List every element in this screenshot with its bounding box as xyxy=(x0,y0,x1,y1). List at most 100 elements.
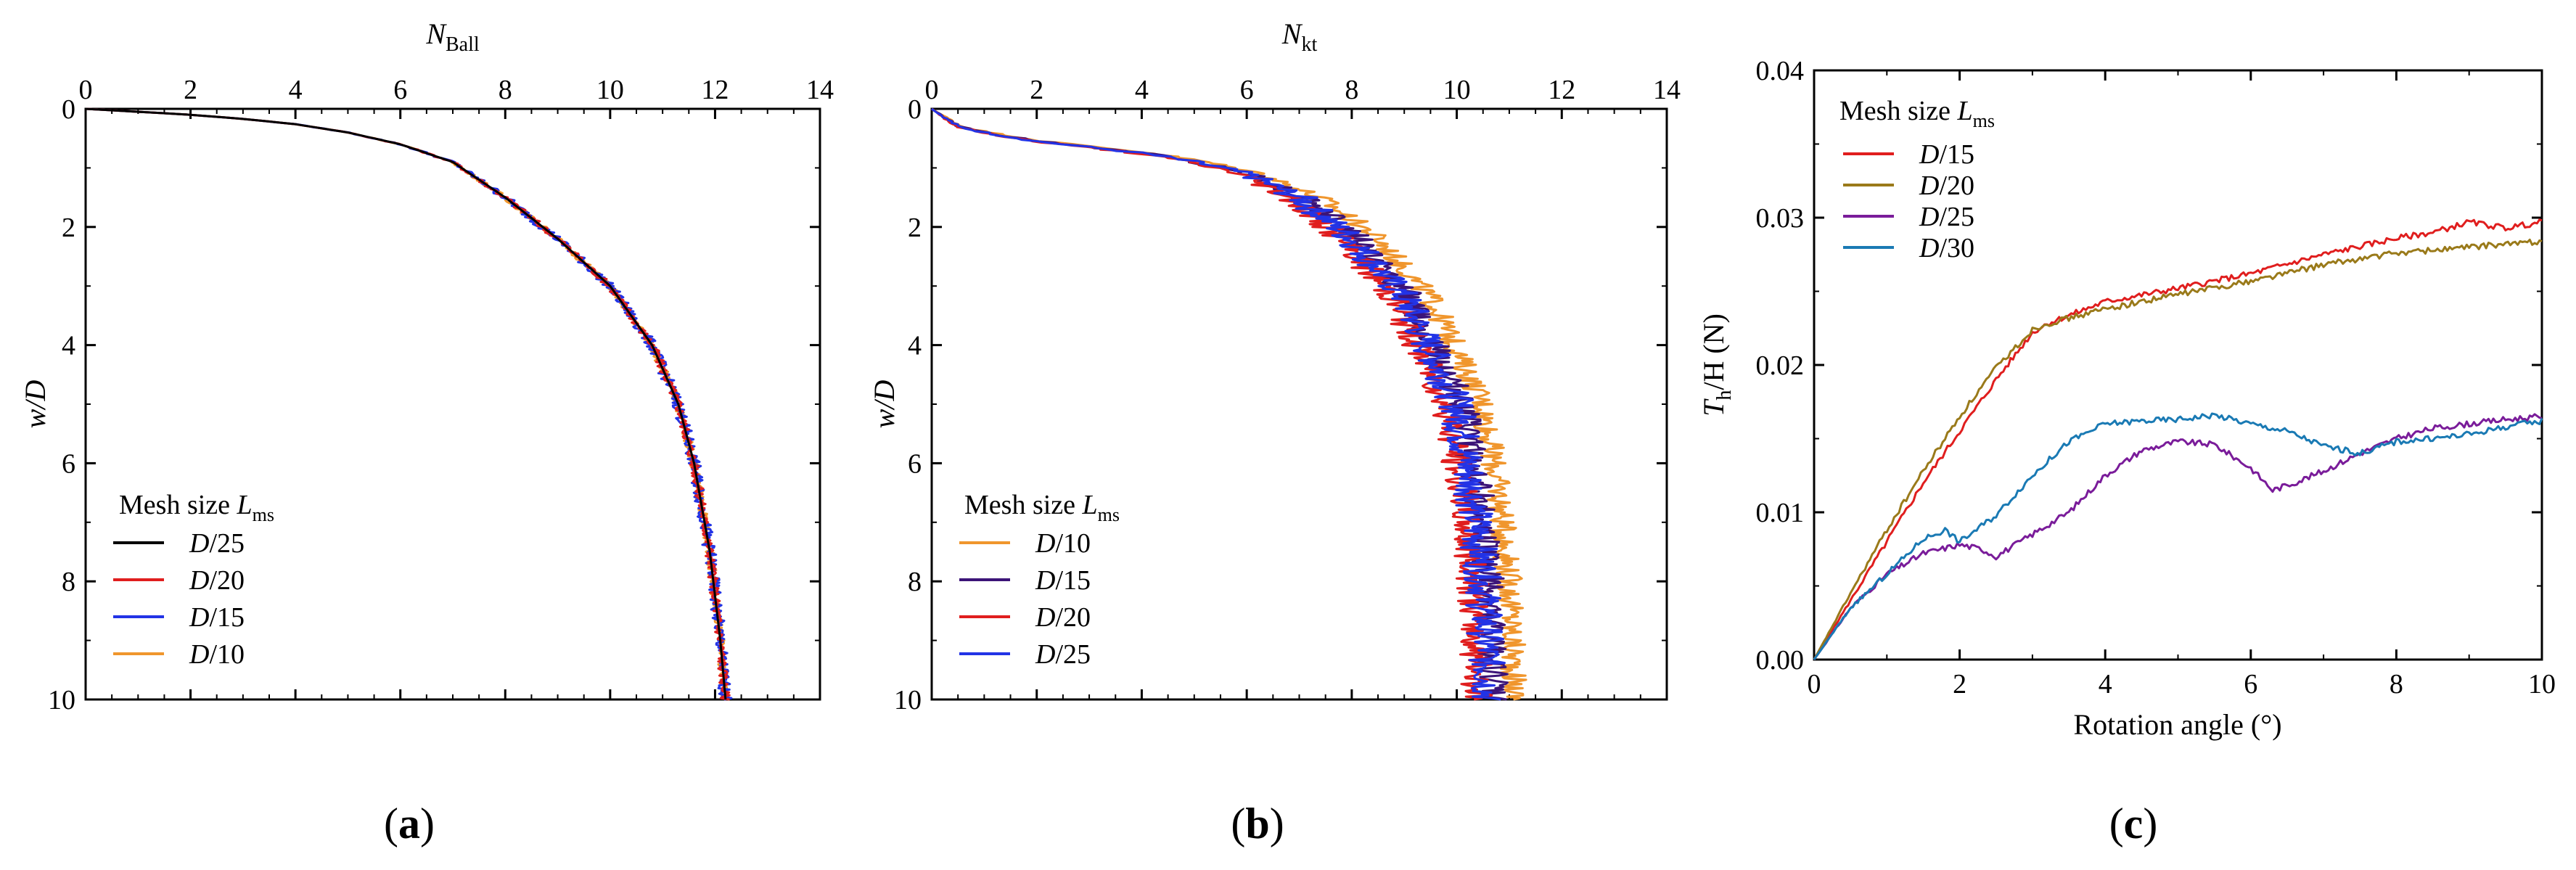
y-tick-label: 0.00 xyxy=(1756,645,1805,676)
tick-group: 0 2 4 6 8 10 12 14 0 2 4 6 8 10 xyxy=(48,75,834,715)
legend-label-var: D xyxy=(1035,528,1055,559)
legend-label-var: D xyxy=(189,528,209,559)
legend-title-sub: ms xyxy=(1973,110,1995,131)
series-line-d-10 xyxy=(85,107,731,700)
series-line-d-25 xyxy=(1813,413,2543,660)
legend: D/10D/15D/20D/25 xyxy=(959,528,1091,670)
panel-label: (b) xyxy=(1231,800,1284,848)
y-tick-label: 0.02 xyxy=(1756,350,1805,381)
legend-title-text: Mesh size xyxy=(119,490,237,520)
legend-label-den: /15 xyxy=(209,602,245,633)
panel-label: (c) xyxy=(2109,800,2158,848)
x-tick-label: 14 xyxy=(1653,75,1681,105)
legend-label: D/25 xyxy=(189,528,245,559)
y-tick-label: 10 xyxy=(48,685,75,715)
legend-label: D/20 xyxy=(1035,602,1091,633)
legend-label-den: /25 xyxy=(1055,639,1091,670)
series-line-d-20 xyxy=(85,107,731,701)
x-tick-label: 8 xyxy=(1345,75,1358,105)
legend-label-den: /20 xyxy=(209,565,245,596)
legend-label-var: D xyxy=(1035,639,1055,670)
legend: D/25D/20D/15D/10 xyxy=(113,528,245,670)
x-tick-label: 8 xyxy=(2390,669,2403,699)
tick-group: 0 2 4 6 8 10 0.00 0.01 0.02 0.03 0.04 xyxy=(1756,56,2556,699)
legend-label-var: D xyxy=(1919,202,1939,232)
x-tick-label: 6 xyxy=(1240,75,1254,105)
legend-title-text: Mesh size xyxy=(964,490,1083,520)
legend-label: D/15 xyxy=(1919,139,1974,170)
x-tick-label: 14 xyxy=(806,75,834,105)
legend-label: D/10 xyxy=(1035,528,1091,559)
series-group xyxy=(931,107,1527,701)
y-tick-label: 4 xyxy=(62,331,75,361)
x-tick-label: 6 xyxy=(393,75,407,105)
series-line-d-20 xyxy=(931,107,1493,701)
legend-title-var: L xyxy=(1082,490,1098,520)
panel-a: 0 2 4 6 8 10 12 14 0 2 4 6 8 10 NBall w/D Mesh size L… xyxy=(19,17,834,848)
legend-title-var: L xyxy=(1957,96,1973,126)
x-tick-label: 4 xyxy=(289,75,303,105)
legend-label: D/20 xyxy=(189,565,245,596)
x-tick-label: 8 xyxy=(499,75,512,105)
series-line-d-15 xyxy=(85,107,733,701)
legend: D/15D/20D/25D/30 xyxy=(1843,139,1974,263)
legend-label-var: D xyxy=(1035,565,1055,596)
legend-label-var: D xyxy=(189,602,209,633)
legend-label-var: D xyxy=(189,639,209,670)
legend-label-den: /10 xyxy=(209,639,245,670)
legend-title-text: Mesh size xyxy=(1839,96,1958,126)
legend-label: D/15 xyxy=(189,602,245,633)
legend-label: D/10 xyxy=(189,639,245,670)
series-line-d-10 xyxy=(931,107,1527,701)
y-tick-label: 0.03 xyxy=(1756,203,1805,234)
x-tick-label: 2 xyxy=(1953,669,1966,699)
series-line-d-15 xyxy=(931,107,1509,701)
legend-label-den: /25 xyxy=(1939,202,1974,232)
y-axis-title: w/D xyxy=(19,380,52,429)
x-tick-label: 2 xyxy=(184,75,197,105)
y-axis-title: Th/H (N) xyxy=(1697,313,1736,416)
legend-label-den: /20 xyxy=(1055,602,1091,633)
x-axis-var: N xyxy=(425,17,447,50)
legend-label: D/15 xyxy=(1035,565,1091,596)
x-tick-label: 2 xyxy=(1030,75,1043,105)
legend-label: D/25 xyxy=(1035,639,1091,670)
x-axis-title: Rotation angle (°) xyxy=(2073,708,2281,741)
series-line-d-15 xyxy=(1813,218,2543,660)
legend-label-den: /15 xyxy=(1055,565,1091,596)
x-axis-title: NBall xyxy=(425,17,480,56)
x-tick-label: 12 xyxy=(1548,75,1575,105)
y-tick-label: 8 xyxy=(62,567,75,597)
y-tick-label: 4 xyxy=(908,331,922,361)
y-axis-sub: h xyxy=(1713,390,1736,401)
x-tick-label: 10 xyxy=(596,75,624,105)
legend-title: Mesh size Lms xyxy=(119,490,274,525)
legend-label-var: D xyxy=(189,565,209,596)
y-tick-label: 2 xyxy=(62,213,75,243)
x-tick-label: 6 xyxy=(2244,669,2257,699)
panel-c: 0 2 4 6 8 10 0.00 0.01 0.02 0.03 0.04 Rotation ang… xyxy=(1697,56,2556,848)
series-line-d-25 xyxy=(85,107,727,700)
y-axis-var: T xyxy=(1697,398,1730,416)
x-tick-label: 4 xyxy=(2099,669,2112,699)
y-tick-label: 10 xyxy=(894,685,922,715)
y-tick-label: 0.01 xyxy=(1756,498,1805,528)
y-tick-label: 0 xyxy=(908,94,922,125)
y-tick-label: 2 xyxy=(908,213,922,243)
legend-label-var: D xyxy=(1919,171,1939,201)
x-tick-label: 0 xyxy=(925,75,939,105)
x-tick-label: 10 xyxy=(2528,669,2556,699)
legend-label-den: /10 xyxy=(1055,528,1091,559)
legend-label-den: /15 xyxy=(1939,139,1974,170)
legend-label-den: /20 xyxy=(1939,171,1974,201)
legend-label-var: D xyxy=(1919,233,1939,263)
legend-label: D/30 xyxy=(1919,233,1974,263)
legend-label-den: /30 xyxy=(1939,233,1974,263)
series-line-d-20 xyxy=(1813,238,2543,660)
y-tick-label: 8 xyxy=(908,567,922,597)
x-tick-label: 4 xyxy=(1135,75,1149,105)
series-group xyxy=(1813,218,2543,660)
y-tick-label: 0.04 xyxy=(1756,56,1805,86)
legend-title-sub: ms xyxy=(1098,504,1120,525)
